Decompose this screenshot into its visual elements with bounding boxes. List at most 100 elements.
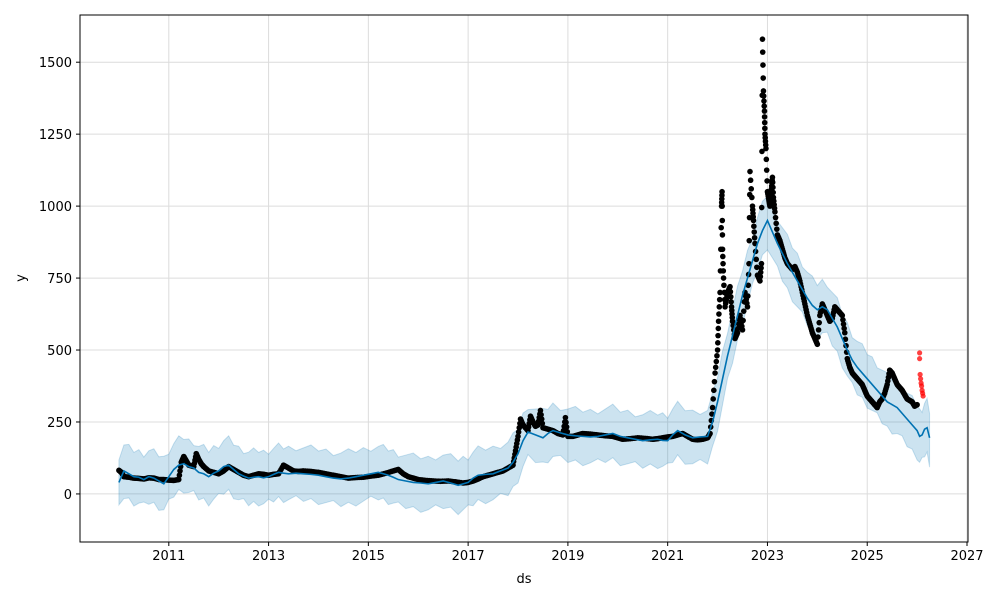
observed-point [759, 49, 766, 55]
observed-point [719, 188, 725, 195]
observed-point [744, 304, 751, 310]
observed-point [748, 186, 755, 192]
x-tick-label: 2021 [651, 549, 684, 564]
x-tick-label: 2023 [751, 549, 784, 564]
observed-point [714, 347, 721, 353]
observed-point [758, 204, 765, 211]
x-axis-label: ds [516, 572, 531, 587]
observed-point [746, 237, 753, 244]
observed-point [745, 293, 751, 299]
y-tick-label: 250 [47, 416, 72, 431]
observed-point [717, 289, 723, 296]
test-point [917, 371, 923, 378]
observed-point [760, 88, 767, 94]
observed-point [749, 194, 755, 201]
observed-point [711, 387, 717, 394]
observed-point [177, 468, 183, 474]
observed-point [175, 476, 182, 483]
observed-point [727, 288, 734, 295]
y-tick-label: 1500 [39, 56, 72, 71]
observed-point [757, 269, 764, 276]
observed-point [815, 334, 821, 340]
observed-point [758, 265, 764, 271]
y-tick-label: 1250 [39, 128, 72, 143]
observed-point [814, 341, 821, 348]
observed-point [839, 312, 846, 319]
observed-point [758, 260, 765, 267]
observed-point [539, 420, 546, 427]
observed-point [739, 327, 746, 333]
observed-point [712, 370, 718, 376]
observed-point [564, 428, 571, 435]
observed-point [746, 260, 752, 267]
observed-point [747, 168, 753, 175]
observed-point [763, 167, 770, 173]
observed-point [815, 327, 822, 333]
observed-point [772, 214, 779, 221]
observed-point [716, 304, 723, 310]
observed-point [751, 229, 758, 235]
observed-point [713, 358, 720, 365]
test-point [920, 393, 926, 399]
test-point [919, 383, 925, 389]
observed-point [747, 177, 754, 184]
x-tick-label: 2025 [851, 549, 884, 564]
observed-point [770, 184, 776, 191]
observed-point [538, 416, 545, 422]
test-point [917, 350, 923, 356]
observed-point [753, 256, 760, 263]
observed-point [715, 318, 722, 325]
observed-point [715, 332, 721, 339]
observed-point [761, 119, 768, 126]
observed-point [763, 156, 770, 163]
observed-point [751, 234, 758, 241]
observed-point [563, 419, 569, 426]
observed-point [764, 178, 770, 184]
observed-point [716, 311, 722, 317]
observed-point [719, 232, 726, 238]
test-point [918, 376, 924, 382]
observed-point [841, 329, 848, 336]
observed-point [759, 36, 766, 42]
observed-point [760, 75, 767, 81]
observed-point [538, 411, 544, 418]
observed-point [751, 223, 757, 230]
observed-point [719, 217, 726, 224]
observed-point [769, 174, 776, 181]
x-tick-label: 2011 [152, 549, 185, 564]
observed-point [770, 189, 776, 196]
x-tick-label: 2013 [252, 549, 285, 564]
observed-point [769, 179, 776, 186]
observed-point [720, 260, 726, 267]
observed-point [914, 401, 920, 408]
observed-point [734, 329, 741, 336]
observed-point [728, 299, 734, 305]
uncertainty-interval [118, 195, 931, 516]
observed-point [537, 407, 544, 414]
observed-point [720, 268, 727, 274]
observed-point [757, 273, 764, 280]
observed-point [720, 275, 727, 281]
observed-point [715, 340, 721, 346]
observed-point [716, 296, 723, 303]
observed-point [740, 317, 746, 324]
observed-point [719, 203, 725, 209]
observed-point [754, 264, 760, 271]
x-tick-label: 2019 [551, 549, 584, 564]
x-tick-label: 2015 [352, 549, 385, 564]
test-point [917, 356, 923, 362]
observed-point [841, 325, 847, 332]
observed-point [761, 114, 768, 120]
observed-point [840, 321, 847, 327]
observed-point [762, 125, 768, 132]
observed-point [761, 108, 768, 114]
observed-point [719, 246, 726, 253]
observed-point [727, 293, 734, 300]
observed-point [767, 203, 773, 209]
observed-point [757, 278, 763, 284]
observed-point [774, 226, 780, 232]
observed-point [718, 224, 724, 231]
x-tick-label: 2027 [950, 549, 983, 564]
observed-point [714, 352, 720, 359]
x-tick-label: 2017 [452, 549, 485, 564]
